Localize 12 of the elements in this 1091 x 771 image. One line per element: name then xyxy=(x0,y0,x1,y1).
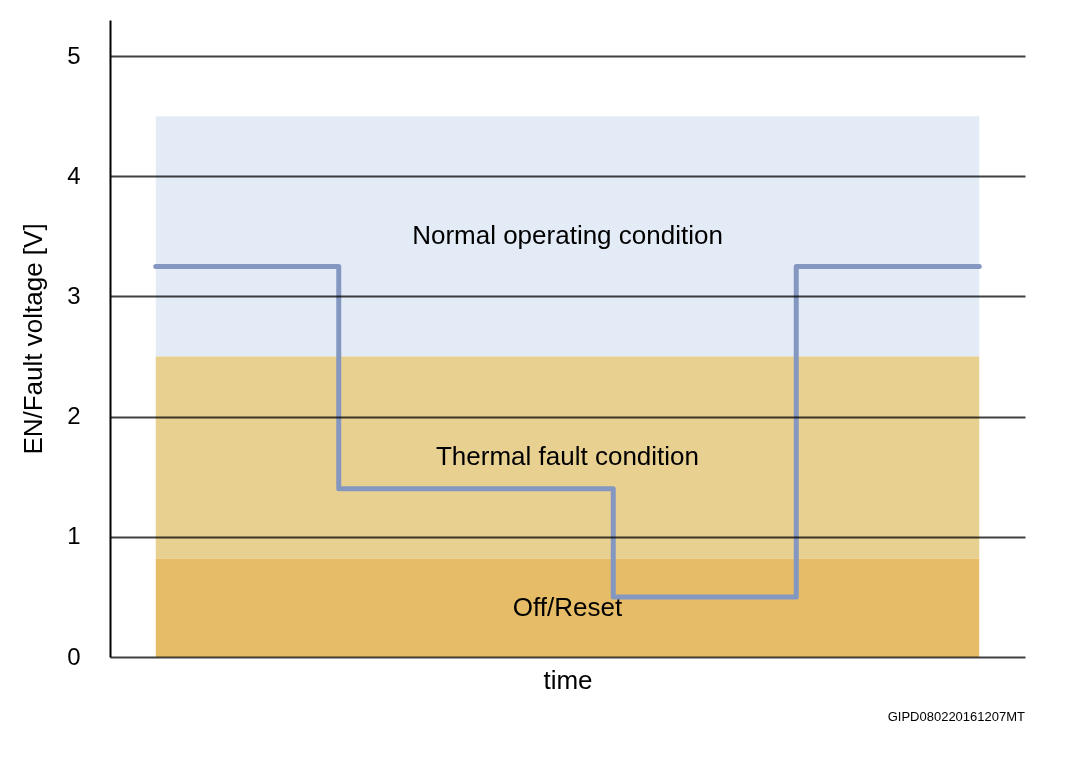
band-label: Off/Reset xyxy=(512,591,623,622)
y-axis-title: EN/Fault voltage [V] xyxy=(18,223,49,455)
y-tick-label: 0 xyxy=(67,642,81,670)
band-label: Normal operating condition xyxy=(412,220,723,251)
band-label: Thermal fault condition xyxy=(435,441,700,472)
y-tick-label: 3 xyxy=(67,281,81,309)
y-tick-label: 1 xyxy=(67,522,81,550)
text: GIPD080220161207MT xyxy=(887,709,1026,724)
y-tick-label: 4 xyxy=(67,161,81,189)
x-axis-title: time xyxy=(543,664,593,695)
y-tick-label: 5 xyxy=(67,41,81,69)
y-tick-label: 2 xyxy=(67,402,81,430)
